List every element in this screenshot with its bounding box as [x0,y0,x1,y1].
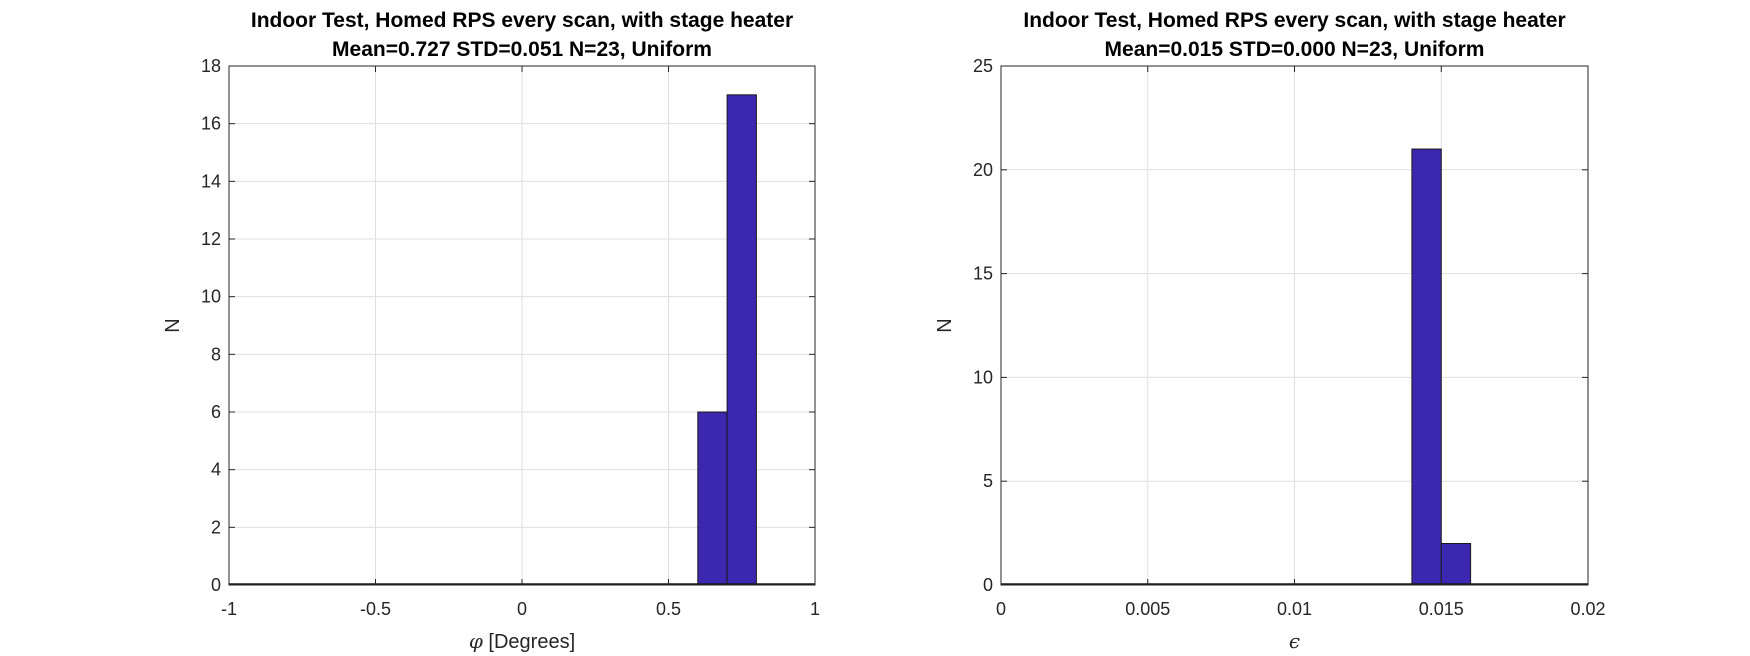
y-tick-label: 2 [211,517,221,537]
x-tick-label: 0.5 [656,599,681,619]
y-tick-label: 10 [201,287,221,307]
x-tick-label: -0.5 [360,599,391,619]
x-axis-label: ϵ [1289,629,1300,653]
chart-title-line2: Mean=0.015 STD=0.000 N=23, Uniform [1105,38,1485,61]
y-tick-label: 10 [973,367,993,387]
x-axis-unit: [Degrees] [483,631,575,653]
x-axis-symbol: ϵ [1289,629,1300,653]
y-tick-label: 0 [211,575,221,595]
x-axis-label: φ [Degrees] [469,629,575,653]
chart-title-line1: Indoor Test, Homed RPS every scan, with … [1023,9,1565,32]
y-tick-label: 5 [983,471,993,491]
y-tick-label: 0 [983,575,993,595]
y-tick-label: 25 [973,56,993,76]
y-tick-label: 12 [201,229,221,249]
x-tick-label: 0.005 [1125,599,1170,619]
y-tick-label: 20 [973,160,993,180]
y-tick-label: 15 [973,264,993,284]
chart-title-line2: Mean=0.727 STD=0.051 N=23, Uniform [332,38,712,61]
chart-title-line1: Indoor Test, Homed RPS every scan, with … [251,9,793,32]
y-tick-label: 16 [201,114,221,134]
x-tick-label: 0.02 [1570,599,1605,619]
y-tick-label: 4 [211,460,221,480]
histogram-epsilon: 0 0.005 0.01 0.015 0.02 0 5 10 15 20 25 Indoor Test… [934,9,1606,653]
histogram-bar-2 [1440,542,1472,586]
y-tick-label: 8 [211,344,221,364]
y-tick-label: 6 [211,402,221,422]
histogram-bar-1 [697,411,728,586]
x-tick-label: 0.015 [1419,599,1464,619]
y-axis-label: N [934,318,956,332]
x-tick-label: 0.01 [1277,599,1312,619]
x-axis-symbol: φ [469,629,483,653]
histogram-bar-1 [1411,148,1442,586]
histogram-bar-2 [726,94,757,586]
y-tick-label: 18 [201,56,221,76]
y-axis-label: N [162,318,184,332]
x-tick-label: 0 [996,599,1006,619]
x-tick-label: 0 [517,599,527,619]
x-tick-label: 1 [810,599,820,619]
x-tick-label: -1 [221,599,237,619]
y-tick-label: 14 [201,171,221,191]
